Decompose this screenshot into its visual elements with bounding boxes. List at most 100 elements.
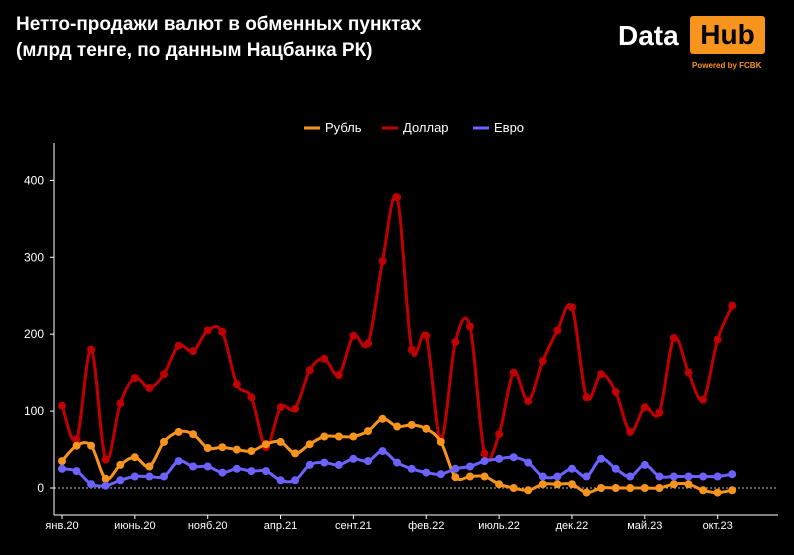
data-point-rub	[305, 440, 314, 449]
data-point-rub	[145, 462, 154, 471]
x-tick-label: апр.21	[264, 520, 297, 532]
data-point-rub	[130, 453, 139, 462]
data-point-usd	[145, 384, 154, 392]
data-point-eur	[611, 464, 620, 473]
x-tick-label: янв.20	[45, 520, 78, 532]
data-point-rub	[72, 441, 81, 450]
data-point-eur	[626, 472, 635, 481]
data-point-usd	[174, 341, 183, 350]
data-point-eur	[393, 458, 402, 467]
data-point-usd	[189, 347, 198, 356]
x-tick-label: нояб.20	[188, 520, 228, 532]
data-point-eur	[320, 458, 329, 467]
data-point-rub	[247, 447, 256, 456]
data-point-eur	[436, 470, 445, 479]
data-point-usd	[334, 371, 343, 379]
data-point-eur	[466, 462, 474, 471]
data-point-rub	[699, 486, 708, 495]
data-point-usd	[582, 393, 591, 402]
data-point-usd	[611, 387, 620, 396]
data-point-rub	[364, 427, 372, 436]
data-point-rub	[393, 422, 402, 431]
data-point-rub	[655, 484, 664, 492]
data-point-usd	[669, 334, 678, 342]
data-point-usd	[393, 193, 402, 202]
data-point-rub	[568, 480, 576, 489]
data-point-eur	[553, 472, 562, 481]
legend-label-usd: Доллар	[403, 120, 449, 135]
data-point-rub	[232, 445, 241, 454]
x-tick-label: сент.21	[335, 520, 372, 532]
data-point-eur	[640, 460, 649, 469]
data-point-usd	[509, 368, 518, 377]
data-point-rub	[640, 484, 649, 492]
data-point-eur	[538, 472, 547, 481]
data-point-eur	[145, 472, 154, 481]
data-point-usd	[655, 408, 664, 417]
data-point-rub	[160, 437, 168, 446]
data-point-usd	[203, 326, 212, 335]
data-point-eur	[291, 476, 300, 485]
data-point-usd	[466, 322, 474, 331]
legend-label-eur: Евро	[494, 120, 524, 135]
y-tick-label: 0	[37, 481, 44, 495]
data-point-rub	[218, 443, 227, 452]
data-point-rub	[480, 472, 489, 481]
data-point-eur	[597, 454, 606, 463]
data-point-eur	[728, 470, 737, 479]
data-point-rub	[349, 432, 358, 441]
series-line-usd	[60, 193, 734, 462]
logo-tagline: Powered by FCBK	[692, 61, 762, 70]
x-tick-label: май.23	[627, 520, 662, 532]
data-point-usd	[232, 380, 241, 389]
data-point-usd	[116, 399, 125, 408]
data-point-eur	[116, 476, 125, 485]
data-point-rub	[422, 424, 431, 433]
data-point-usd	[160, 370, 168, 379]
data-point-rub	[276, 437, 285, 446]
data-point-eur	[276, 476, 285, 485]
data-point-eur	[684, 472, 693, 481]
data-point-eur	[422, 468, 431, 477]
data-point-eur	[699, 472, 708, 481]
data-point-usd	[524, 397, 533, 406]
data-point-usd	[480, 449, 489, 458]
data-point-eur	[334, 460, 343, 469]
data-point-usd	[305, 366, 314, 375]
data-point-eur	[101, 481, 110, 490]
data-point-usd	[684, 368, 693, 377]
data-point-rub	[436, 437, 445, 446]
data-point-eur	[232, 464, 241, 473]
data-point-rub	[538, 480, 547, 489]
data-point-usd	[640, 403, 649, 412]
data-point-rub	[291, 449, 300, 458]
data-point-usd	[378, 257, 387, 266]
data-point-eur	[524, 458, 533, 467]
data-point-eur	[495, 454, 504, 463]
logo-word-hub: Hub	[690, 16, 765, 54]
data-point-rub	[334, 432, 343, 441]
data-point-rub	[509, 484, 518, 492]
data-point-rub	[189, 430, 198, 439]
data-point-usd	[58, 401, 66, 410]
data-point-eur	[568, 464, 576, 473]
data-point-rub	[669, 480, 678, 489]
data-point-rub	[58, 457, 66, 466]
data-point-rub	[451, 473, 460, 482]
data-point-rub	[87, 441, 96, 450]
x-tick-label: дек.22	[556, 520, 589, 532]
data-point-rub	[728, 486, 737, 495]
data-point-usd	[451, 337, 460, 346]
data-point-usd	[101, 455, 110, 464]
data-point-eur	[87, 480, 96, 489]
data-point-rub	[684, 480, 693, 489]
data-point-rub	[407, 420, 416, 429]
data-point-usd	[495, 430, 504, 439]
data-point-eur	[480, 457, 489, 466]
data-point-usd	[728, 301, 737, 310]
data-point-rub	[611, 484, 620, 492]
data-point-eur	[582, 472, 591, 481]
y-tick-label: 400	[24, 173, 44, 187]
data-point-usd	[699, 395, 708, 404]
data-point-eur	[58, 464, 66, 473]
